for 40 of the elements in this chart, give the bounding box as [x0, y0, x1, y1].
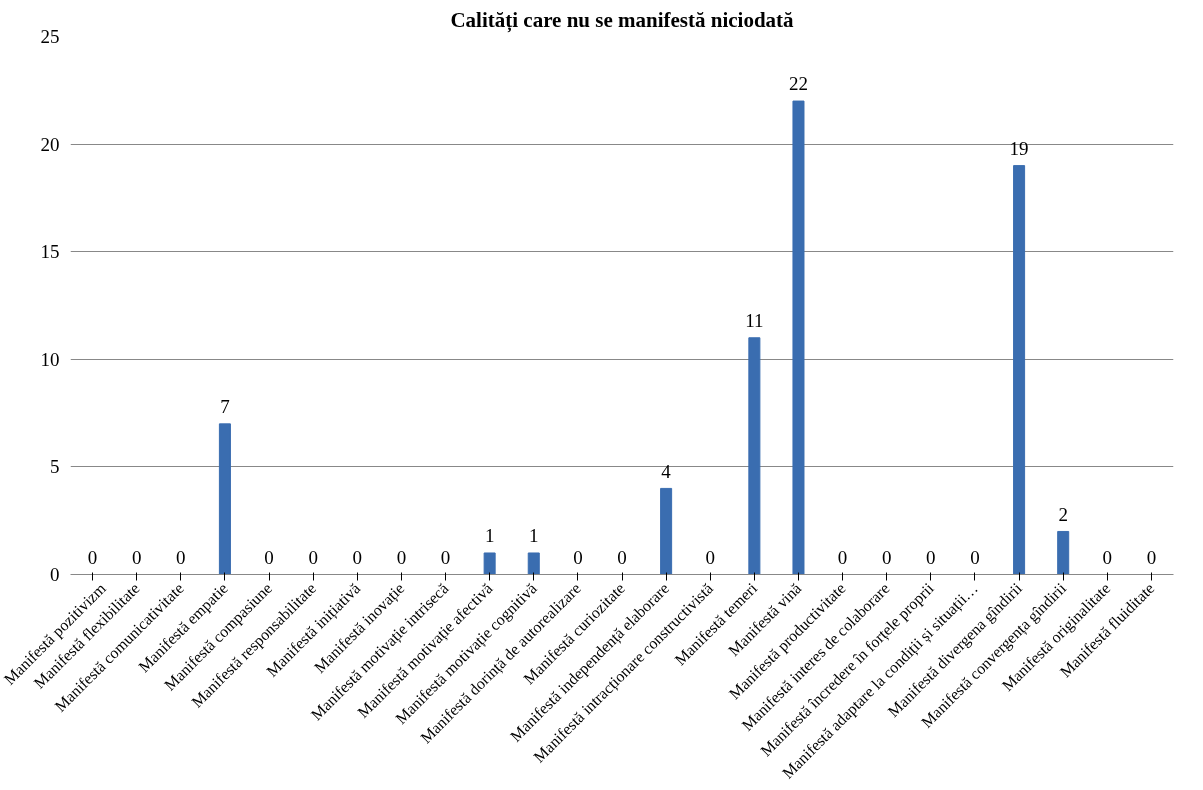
data-label: 1	[484, 525, 495, 547]
bar	[1057, 530, 1070, 575]
data-label: 0	[396, 546, 407, 568]
data-label: 4	[661, 460, 672, 482]
bar	[483, 552, 496, 575]
data-label: 0	[573, 546, 583, 568]
data-label: 0	[87, 546, 98, 568]
y-tick-label: 25	[40, 26, 60, 47]
bar	[660, 487, 673, 575]
bar	[527, 552, 540, 575]
data-label: 0	[176, 546, 186, 568]
data-label: 0	[264, 546, 274, 568]
data-label: 0	[352, 546, 363, 568]
data-label: 19	[1009, 137, 1029, 159]
data-label: 0	[1146, 546, 1157, 568]
data-label: 7	[220, 396, 230, 418]
data-label: 0	[131, 546, 142, 568]
bar	[792, 100, 805, 575]
y-tick-label: 15	[40, 241, 60, 263]
bar	[1013, 165, 1026, 575]
bar	[748, 337, 761, 575]
data-label: 0	[881, 546, 892, 568]
y-tick-label: 5	[50, 456, 60, 478]
data-label: 11	[745, 310, 764, 332]
data-label: 0	[308, 546, 318, 568]
bar	[218, 423, 231, 575]
data-label: 0	[440, 546, 451, 568]
data-label: 0	[926, 546, 936, 568]
y-tick-label: 20	[40, 133, 60, 155]
data-label: 2	[1058, 503, 1068, 525]
chart-title: Calități care nu se manifestă niciodată	[450, 7, 795, 33]
y-tick-label: 10	[40, 348, 60, 370]
data-label: 0	[1102, 546, 1113, 568]
data-label: 1	[529, 525, 539, 547]
data-label: 0	[705, 546, 715, 568]
data-label: 22	[788, 73, 808, 95]
data-label: 0	[617, 546, 627, 568]
y-tick-label: 0	[50, 564, 60, 585]
data-label: 0	[970, 546, 980, 568]
data-label: 0	[837, 546, 848, 568]
